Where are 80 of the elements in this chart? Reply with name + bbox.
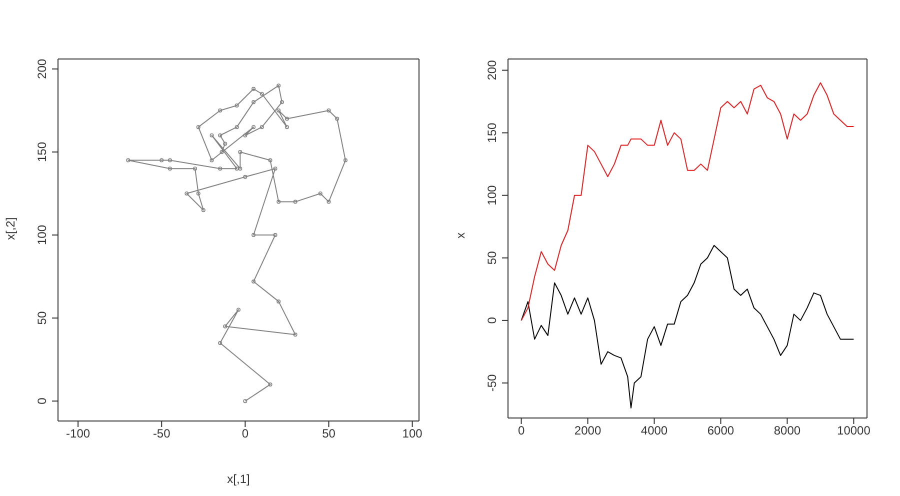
point [193, 166, 198, 171]
y-tick-label: 150 [35, 142, 49, 162]
point [168, 166, 172, 171]
point [293, 332, 298, 337]
x-tick-label: 0 [242, 426, 249, 441]
point [276, 108, 281, 112]
point [326, 108, 331, 112]
point [252, 100, 256, 104]
point [343, 158, 348, 162]
point [252, 280, 256, 284]
point [218, 166, 222, 171]
x-axis-title: x[,1] [227, 472, 250, 486]
point [284, 125, 289, 130]
point [276, 84, 281, 88]
y-tick-label: 0 [35, 397, 49, 404]
point [234, 103, 239, 108]
point [220, 150, 224, 154]
point [243, 174, 248, 179]
point [234, 166, 239, 171]
y-axis-title: x[,2] [3, 217, 18, 240]
y-tick-label: 0 [485, 316, 499, 324]
point [318, 192, 322, 196]
y-tick-label: 50 [485, 250, 499, 265]
point [276, 299, 281, 304]
point [223, 142, 228, 146]
point [168, 158, 172, 162]
point [293, 200, 298, 204]
point [273, 166, 278, 171]
point [260, 92, 264, 96]
x-tick-label: 2000 [574, 424, 602, 438]
point [243, 133, 248, 138]
y-tick-label: 100 [35, 224, 49, 246]
point [280, 100, 284, 104]
line-series [520, 82, 854, 321]
point [218, 340, 222, 345]
point [238, 166, 242, 171]
point [126, 158, 130, 162]
y-tick-label: 200 [35, 58, 49, 79]
x-tick-label: 100 [402, 426, 423, 441]
point [236, 308, 240, 312]
point [268, 382, 272, 386]
point [335, 116, 340, 121]
point [184, 192, 189, 196]
x-tick-label: 50 [322, 426, 336, 441]
point [276, 200, 281, 204]
y-tick-label: 150 [485, 122, 499, 143]
line-series [520, 244, 854, 408]
point [238, 150, 242, 154]
point [273, 233, 278, 238]
point [223, 324, 228, 328]
y-axis-title: x [453, 232, 468, 238]
point [218, 133, 222, 138]
point [210, 133, 214, 138]
point [201, 208, 206, 212]
point [243, 399, 248, 404]
x-tick-label: 6000 [707, 424, 734, 438]
line-series [126, 84, 348, 404]
point [210, 158, 214, 162]
point [252, 125, 256, 130]
point [196, 192, 200, 196]
point [260, 125, 264, 130]
point [252, 233, 256, 238]
point [218, 108, 222, 112]
x-tick-label: -100 [66, 426, 90, 441]
y-tick-label: -50 [485, 374, 499, 392]
y-tick-label: 200 [485, 60, 499, 80]
x-tick-label: 10000 [837, 424, 871, 438]
y-tick-label: 50 [35, 311, 49, 325]
x-tick-label: -50 [152, 426, 171, 441]
point [326, 200, 331, 204]
y-tick-label: 100 [485, 185, 499, 206]
point [252, 86, 256, 91]
point [196, 125, 200, 130]
point [284, 116, 289, 121]
point [268, 158, 272, 162]
point [160, 158, 164, 162]
x-tick-label: 8000 [774, 424, 801, 438]
point [234, 125, 239, 130]
x-tick-label: 0 [518, 424, 525, 438]
x-tick-label: 4000 [640, 424, 668, 438]
